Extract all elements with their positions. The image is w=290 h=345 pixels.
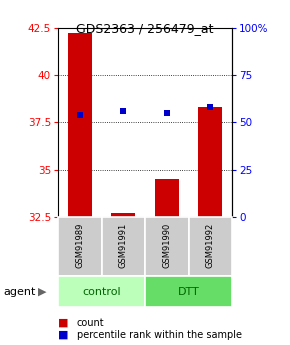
Bar — [58, 217, 102, 276]
Text: percentile rank within the sample: percentile rank within the sample — [77, 330, 242, 339]
Text: GSM91989: GSM91989 — [75, 223, 84, 268]
Bar — [102, 217, 145, 276]
Text: ▶: ▶ — [38, 287, 46, 296]
Text: DTT: DTT — [177, 287, 200, 296]
Text: ■: ■ — [58, 330, 68, 339]
Bar — [58, 276, 145, 307]
Text: count: count — [77, 318, 104, 327]
Bar — [155, 179, 179, 217]
Text: control: control — [82, 287, 121, 296]
Bar — [198, 107, 222, 217]
Text: agent: agent — [3, 287, 35, 296]
Bar — [145, 217, 188, 276]
Text: GSM91991: GSM91991 — [119, 223, 128, 268]
Bar — [111, 213, 135, 217]
Bar — [68, 33, 92, 217]
Bar — [145, 276, 232, 307]
Bar — [188, 217, 232, 276]
Text: GSM91990: GSM91990 — [162, 223, 171, 268]
Text: GSM91992: GSM91992 — [206, 223, 215, 268]
Text: GDS2363 / 256479_at: GDS2363 / 256479_at — [76, 22, 214, 36]
Text: ■: ■ — [58, 318, 68, 327]
